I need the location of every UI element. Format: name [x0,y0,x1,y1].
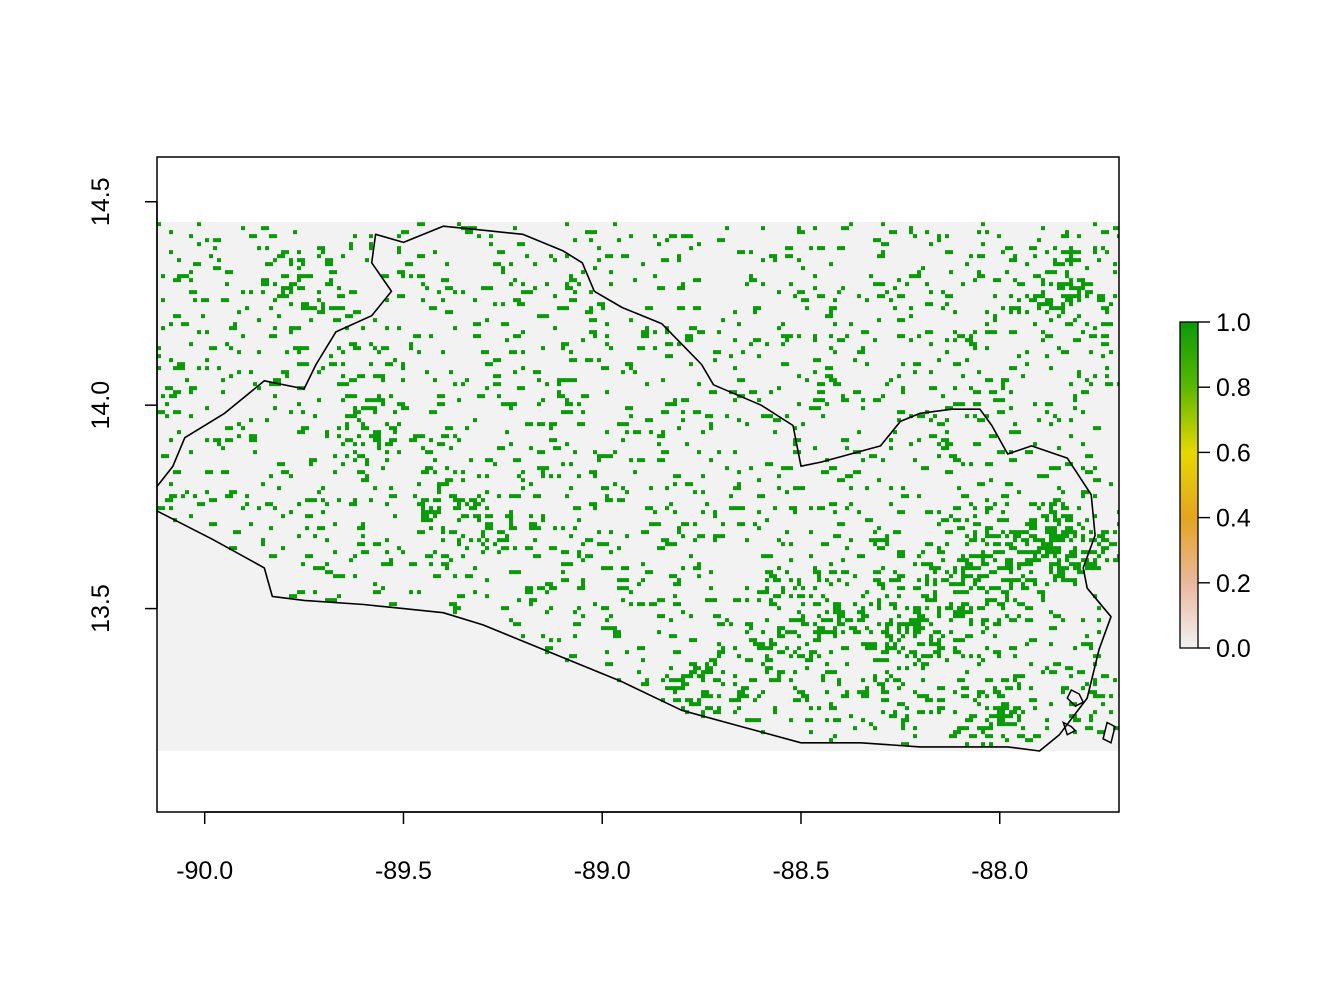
legend-tick-label: 0.2 [1216,570,1251,598]
x-tick-label: -88.5 [772,857,829,885]
legend-tick-label: 0.0 [1216,635,1251,663]
island-outline [1102,721,1116,744]
y-axis: 13.5 14.0 14.5 [87,177,158,633]
color-legend: 0.0 0.2 0.4 0.6 0.8 1.0 [1179,309,1251,663]
legend-ticks: 0.0 0.2 0.4 0.6 0.8 1.0 [1198,309,1251,663]
legend-tick-label: 0.6 [1216,439,1251,467]
island-outline [1066,688,1085,708]
legend-colorbar [1179,321,1199,649]
x-tick-label: -89.5 [375,857,432,885]
legend-tick-label: 1.0 [1216,309,1251,337]
islands [1062,688,1116,744]
y-tick-label: 14.5 [87,177,115,226]
island-outline [1062,721,1077,736]
legend-tick-label: 0.8 [1216,374,1251,402]
x-tick-label: -89.0 [574,857,631,885]
x-axis: -90.0 -89.5 -89.0 -88.5 -88.0 [176,811,1028,885]
legend-tick-label: 0.4 [1216,505,1251,533]
y-tick-label: 14.0 [87,381,115,430]
country-boundary [156,225,1112,752]
y-tick-label: 13.5 [87,584,115,633]
plot-area [156,156,1120,813]
x-tick-label: -88.0 [971,857,1028,885]
x-tick-label: -90.0 [176,857,233,885]
